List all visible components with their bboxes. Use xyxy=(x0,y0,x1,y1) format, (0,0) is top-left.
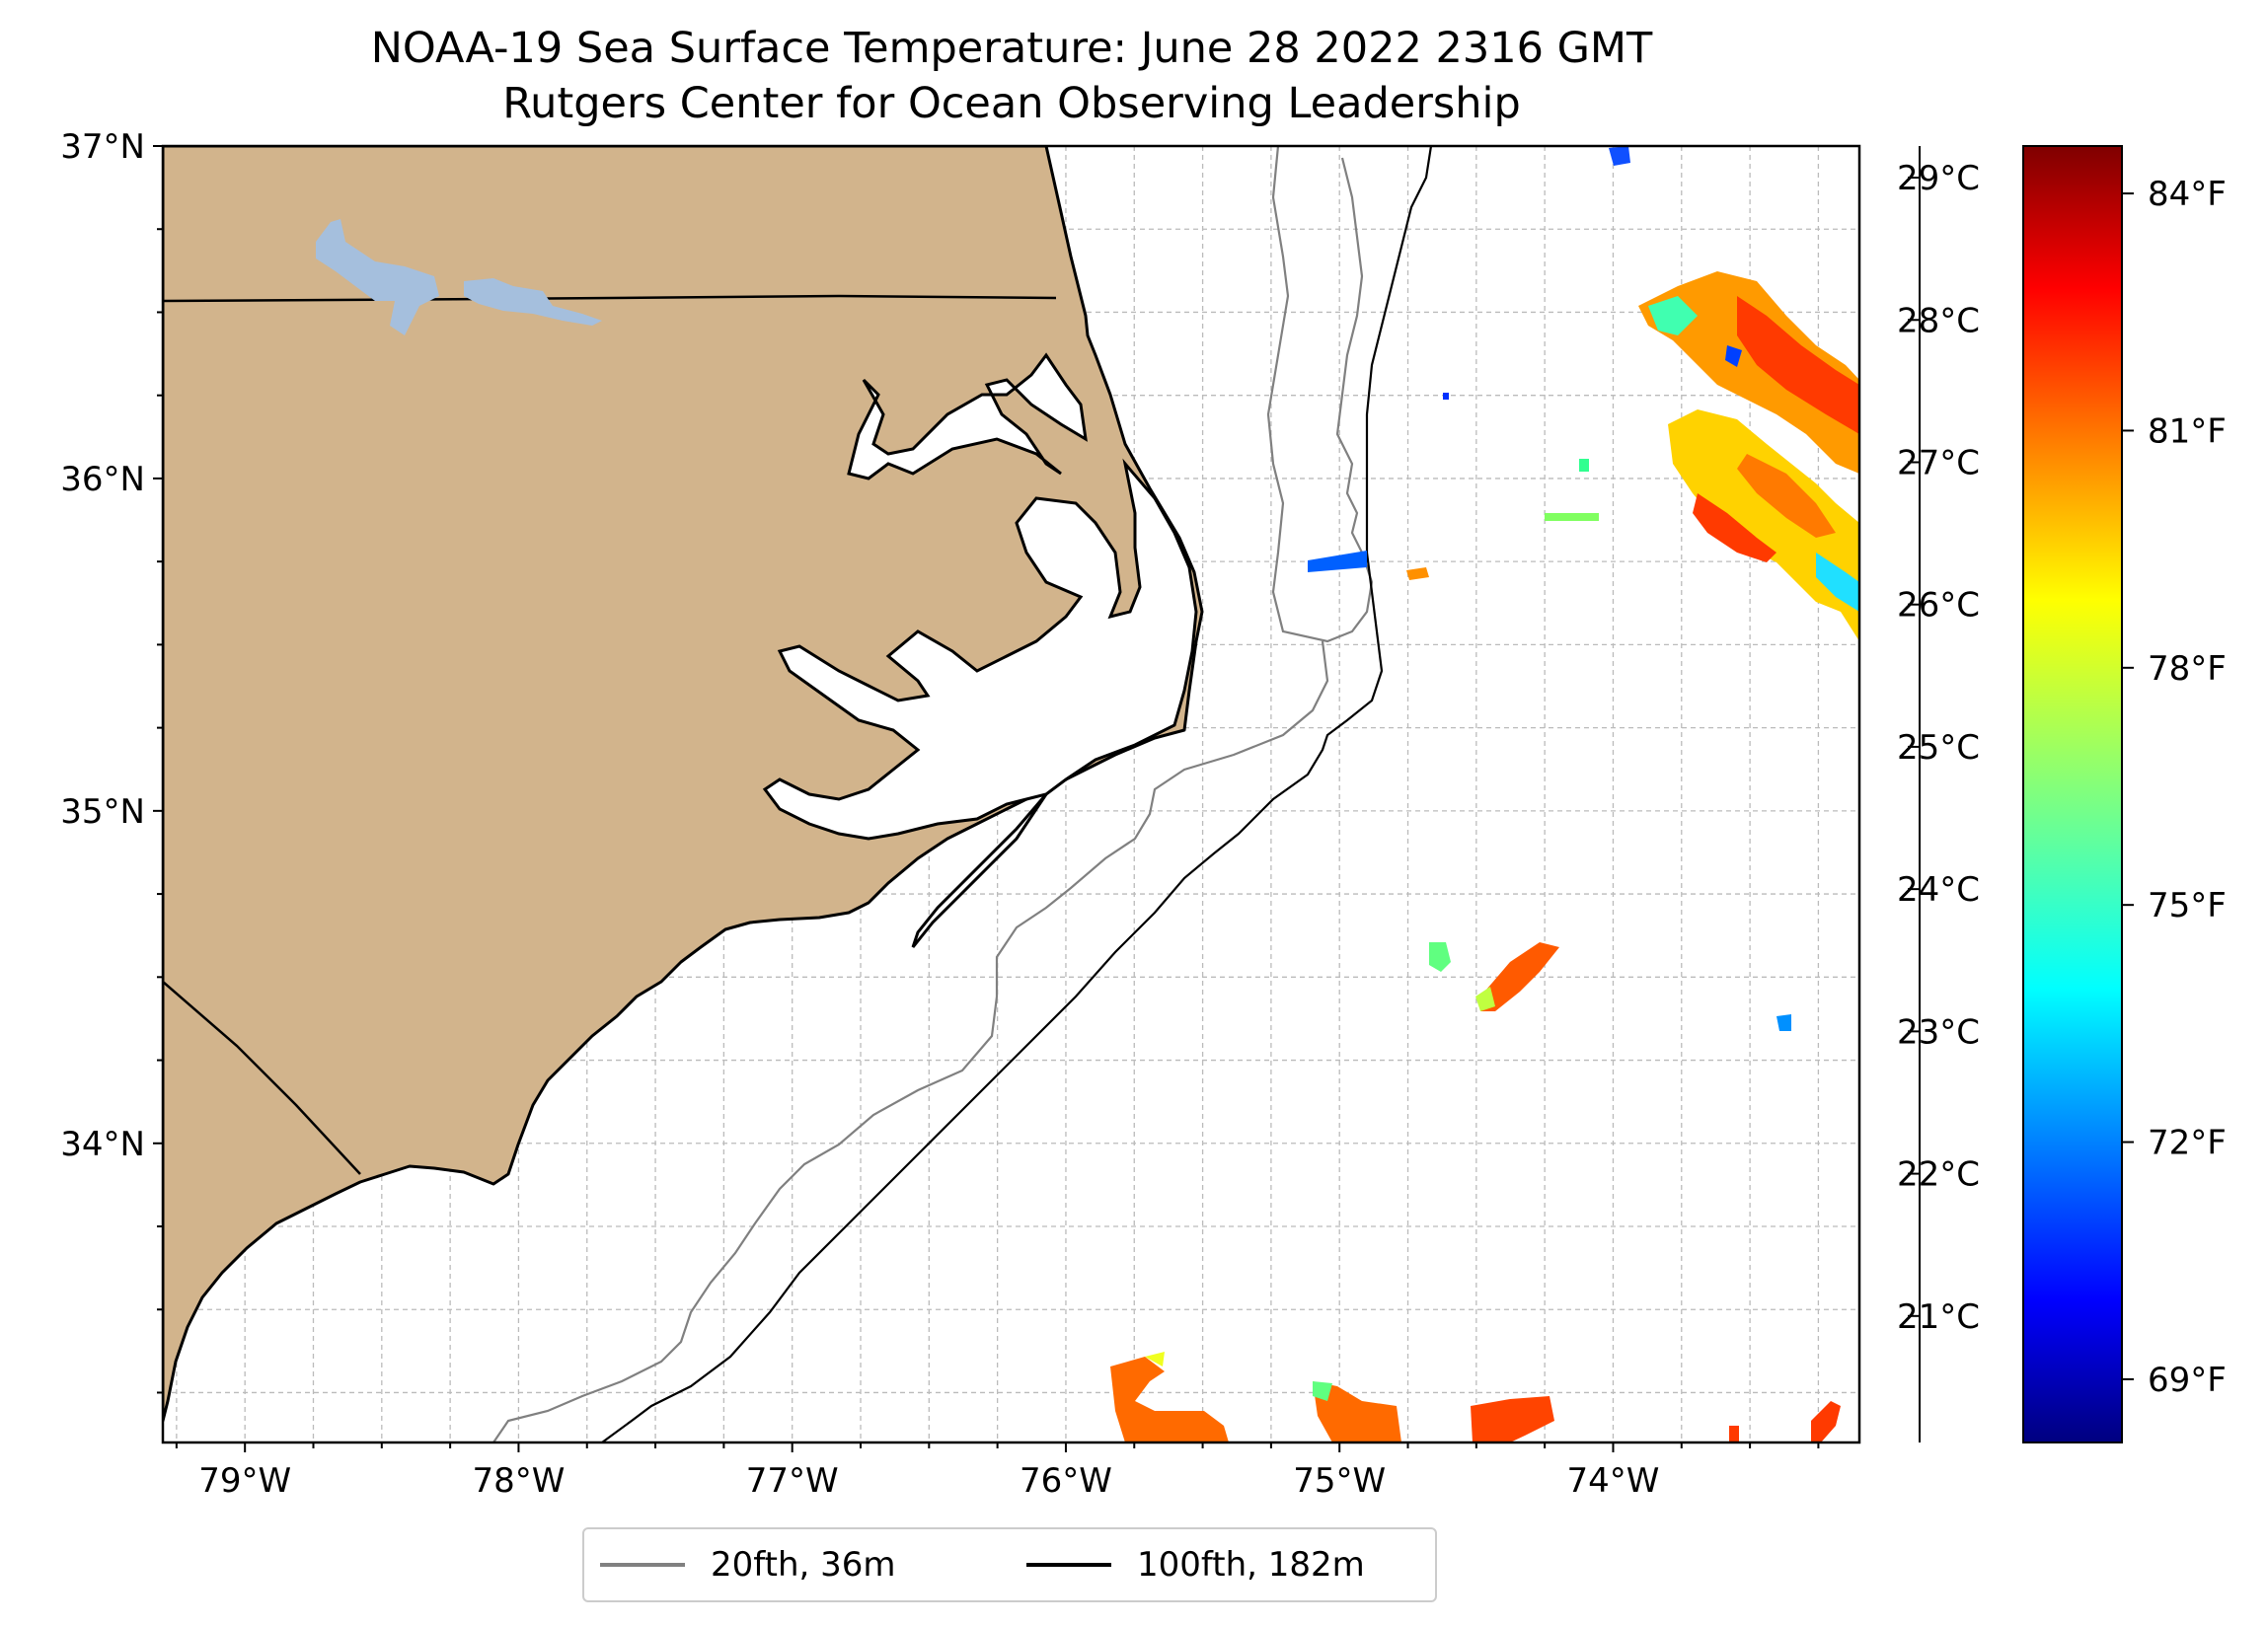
colorbar-label-c: 21°C xyxy=(1897,1297,1980,1337)
state-border-nc-sc xyxy=(163,981,361,1175)
chart-subtitle: Rutgers Center for Ocean Observing Leade… xyxy=(502,79,1521,128)
legend: 20fth, 36m 100fth, 182m xyxy=(582,1527,1437,1602)
colorbar-ticks: 69°F 72°F 75°F 78°F 81°F 84°F 21°C 22°C 23°C 24°C… xyxy=(1897,146,2227,1442)
colorbar-label-f: 84°F xyxy=(2148,175,2227,214)
legend-label-20fth: 20fth, 36m xyxy=(711,1545,896,1585)
sst-patch-ne-1-edge xyxy=(1648,296,1698,335)
colorbar-label-c: 22°C xyxy=(1897,1155,1980,1195)
lon-tick-label: 75°W xyxy=(1293,1461,1386,1501)
sst-patch-south-2-edge xyxy=(1313,1381,1332,1401)
isobath-20fth-south xyxy=(492,640,1329,1442)
lat-tick-label: 34°N xyxy=(60,1125,145,1164)
sst-patch-ne-2-mid xyxy=(1737,454,1836,538)
sst-patch-small-orange xyxy=(1406,567,1429,580)
sst-data xyxy=(1110,146,1859,1442)
sst-patch-dot-3 xyxy=(1545,513,1599,521)
sst-patch-mid-blue xyxy=(1777,1014,1791,1031)
colorbar-label-f: 72°F xyxy=(2148,1124,2227,1163)
legend-line-20fth xyxy=(600,1563,685,1567)
sst-patch-dot-2 xyxy=(1579,459,1589,472)
colorbar-label-c: 23°C xyxy=(1897,1012,1980,1052)
colorbar-label-c: 25°C xyxy=(1897,728,1980,768)
isobath-100fth xyxy=(601,146,1433,1442)
isobath-20fth xyxy=(1266,146,1374,643)
colorbar-label-c: 27°C xyxy=(1897,443,1980,482)
sst-patch-ne-1 xyxy=(1638,271,1859,474)
axis-ticks: 79°W 78°W 77°W 76°W 75°W 74°W 34°N 35°N 36°N 37°N xyxy=(60,127,1820,1501)
map-frame xyxy=(161,144,1861,1444)
legend-item-20fth: 20fth, 36m xyxy=(600,1529,896,1600)
sst-patch-east-blue xyxy=(1609,146,1630,166)
sst-patch-mid-1 xyxy=(1429,942,1451,972)
lon-tick-label: 76°W xyxy=(1020,1461,1112,1501)
lon-tick-label: 77°W xyxy=(746,1461,839,1501)
sst-patch-mid-2 xyxy=(1480,942,1559,1011)
lon-tick-label: 74°W xyxy=(1567,1461,1660,1501)
lon-tick-label: 79°W xyxy=(198,1461,291,1501)
sst-patch-ne-2-core xyxy=(1693,493,1777,562)
land-mass xyxy=(163,146,1204,1423)
colorbar-label-c: 26°C xyxy=(1897,586,1980,626)
colorbar-label-f: 69°F xyxy=(2148,1361,2227,1400)
sst-patch-ne-1-cool xyxy=(1725,345,1742,367)
colorbar-label-c: 29°C xyxy=(1897,159,1980,198)
sst-patch-south-1-edge xyxy=(1145,1352,1165,1367)
legend-item-100fth: 100fth, 182m xyxy=(1026,1529,1365,1600)
sst-patch-ne-2 xyxy=(1668,409,1859,641)
legend-line-100fth xyxy=(1026,1563,1111,1567)
colorbar-label-c: 24°C xyxy=(1897,870,1980,910)
chart-title: NOAA-19 Sea Surface Temperature: June 28… xyxy=(370,24,1653,73)
sst-patch-south-3 xyxy=(1471,1396,1554,1442)
lat-tick-label: 35°N xyxy=(60,792,145,832)
kerr-lake xyxy=(316,219,602,335)
sst-patch-ne-2-cool xyxy=(1816,553,1859,612)
colorbar-label-c: 28°C xyxy=(1897,301,1980,340)
state-border-nc-va xyxy=(163,294,1057,303)
legend-label-100fth: 100fth, 182m xyxy=(1137,1545,1365,1585)
lat-tick-label: 37°N xyxy=(60,127,145,167)
colorbar xyxy=(2022,145,2123,1443)
colorbar-label-f: 81°F xyxy=(2148,411,2227,451)
colorbar-label-f: 78°F xyxy=(2148,649,2227,689)
albemarle-sound xyxy=(847,352,1088,480)
lat-tick-label: 36°N xyxy=(60,460,145,499)
pamlico-sound xyxy=(762,458,1198,841)
sst-patch-mid-2-edge xyxy=(1475,987,1495,1011)
sst-patch-ne-1-core xyxy=(1737,296,1859,434)
sst-patch-south-2 xyxy=(1313,1381,1401,1442)
colorbar-label-f: 75°F xyxy=(2148,886,2227,925)
sst-patch-south-1 xyxy=(1110,1357,1229,1442)
sst-patch-dot-1 xyxy=(1443,393,1449,400)
lon-tick-label: 78°W xyxy=(472,1461,565,1501)
core-sound xyxy=(911,793,1048,948)
sst-patch-blue-strip xyxy=(1308,551,1367,572)
map-area xyxy=(163,146,1859,1442)
sst-patch-south-4 xyxy=(1729,1401,1841,1442)
